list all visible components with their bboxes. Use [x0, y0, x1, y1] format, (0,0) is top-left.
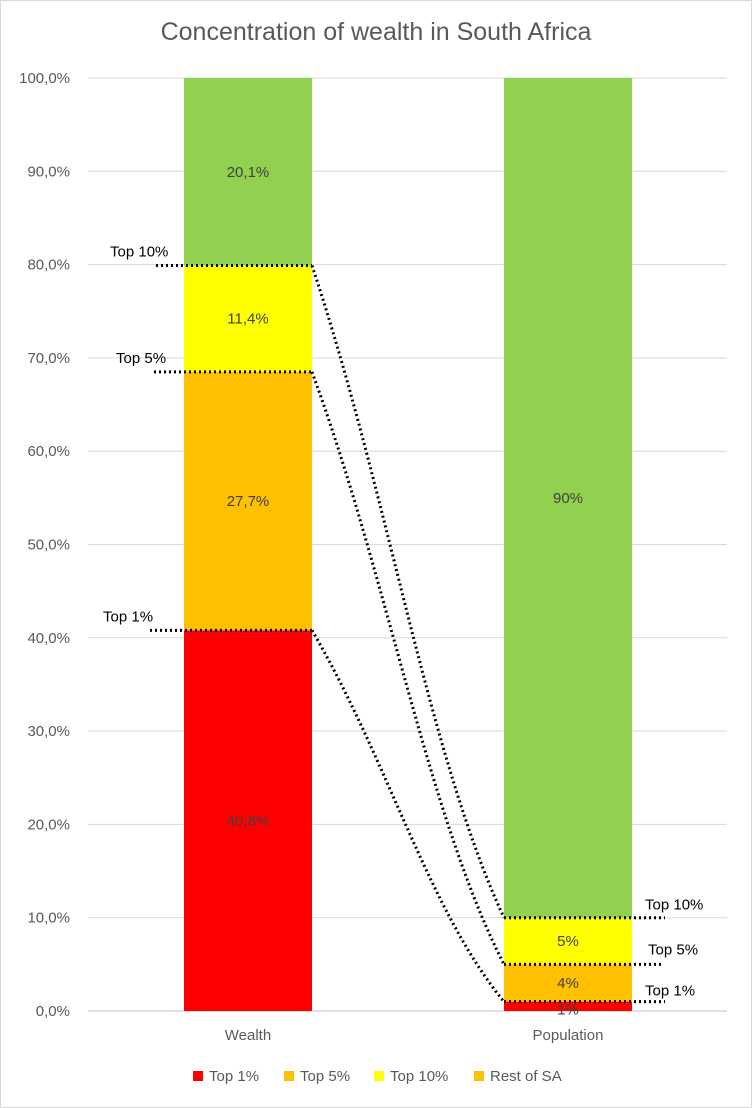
y-tick-label: 20,0%	[27, 816, 70, 833]
bar-segment	[184, 265, 312, 372]
y-tick-label: 100,0%	[19, 70, 70, 87]
y-tick-label: 10,0%	[27, 910, 70, 927]
bar-segment	[184, 78, 312, 266]
bar-segment	[184, 371, 312, 631]
legend-label: Top 10%	[390, 1068, 448, 1085]
y-tick-label: 0,0%	[36, 1003, 70, 1020]
annotation-label: Top 5%	[116, 350, 166, 367]
annotation-label: Top 1%	[645, 983, 695, 1000]
legend-label: Top 5%	[300, 1068, 350, 1085]
annotation-connector	[310, 265, 506, 919]
data-label: 1%	[557, 1002, 579, 1019]
annotation-connector	[310, 629, 506, 1003]
annotation-connector	[310, 371, 506, 966]
chart-title: Concentration of wealth in South Africa	[160, 18, 592, 46]
data-label: 4%	[557, 975, 579, 992]
data-label: 5%	[557, 933, 579, 950]
bar-segment	[504, 78, 632, 918]
bar-segment	[184, 630, 312, 1011]
annotation-label: Top 5%	[648, 941, 698, 958]
data-label: 11,4%	[227, 311, 268, 328]
annotation-label: Top 10%	[645, 897, 703, 914]
legend-swatch	[284, 1071, 294, 1081]
legend-label: Top 1%	[209, 1068, 259, 1085]
y-tick-label: 50,0%	[27, 537, 70, 554]
x-category-label: Wealth	[225, 1027, 271, 1044]
legend-swatch	[374, 1071, 384, 1081]
y-tick-label: 60,0%	[27, 443, 70, 460]
bar-segment	[504, 1001, 632, 1011]
legend-swatch	[193, 1071, 203, 1081]
y-tick-label: 80,0%	[27, 257, 70, 274]
y-tick-label: 40,0%	[27, 630, 70, 647]
legend-label: Rest of SA	[490, 1068, 562, 1085]
bar-segment	[504, 917, 632, 965]
x-category-label: Population	[533, 1027, 604, 1044]
annotation-label: Top 1%	[103, 608, 153, 625]
legend-swatch	[474, 1071, 484, 1081]
bar-segment	[504, 964, 632, 1002]
annotation-label: Top 10%	[110, 244, 168, 261]
data-label: 40,8%	[227, 813, 270, 830]
data-label: 20,1%	[227, 164, 270, 181]
y-tick-label: 90,0%	[27, 163, 70, 180]
data-label: 27,7%	[227, 493, 270, 510]
y-tick-label: 70,0%	[27, 350, 70, 367]
y-tick-label: 30,0%	[27, 723, 70, 740]
data-label: 90%	[553, 490, 583, 507]
